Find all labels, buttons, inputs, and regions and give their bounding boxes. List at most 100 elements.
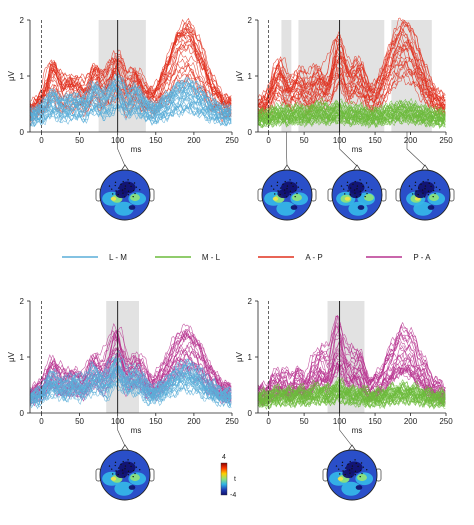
trace-line [257,23,446,105]
trace-line [257,32,446,109]
electrode-dot [353,189,356,191]
trace-line [29,23,232,108]
electrode-dot [412,193,414,195]
x-tick-label: 250 [439,136,453,145]
x-axis-label: ms [352,426,363,435]
electrode-dot [134,472,136,475]
trace-line [29,17,232,109]
electrode-dot [124,465,127,467]
topomap [322,444,382,501]
y-tick-label: 2 [20,16,25,25]
trace-line [257,111,446,127]
nose [352,164,362,172]
topomap-connector [286,132,288,167]
electrode-dot [428,182,430,185]
topomap-blob [114,201,134,216]
x-tick-label: 0 [266,136,271,145]
x-tick-label: 50 [300,136,309,145]
electrode-dot [294,189,297,192]
electrode-dot [128,462,130,465]
electrode-dot [117,193,119,196]
nose [282,164,292,172]
trace-line [257,60,446,119]
electrode-dot [139,189,141,191]
electrode-dot [284,192,286,194]
topomap [95,444,155,501]
trace-line [29,103,232,127]
highlight-window [281,20,292,132]
electrode-dot [341,461,344,464]
trace-line [29,100,232,127]
electrode-dot [408,185,411,187]
trace-line [257,17,446,102]
topomap-blob [429,193,439,202]
electrode-dot [292,185,294,188]
trace-line [29,323,232,391]
electrode-dot [286,188,288,190]
electrode-dot [432,189,435,192]
electrode-dot [290,182,292,185]
electrode-dot [347,190,349,192]
topomap-blob [290,205,298,210]
trace-line [257,381,446,401]
electrode-dot [115,190,117,192]
electrode-dot [423,196,426,198]
y-tick-label: 1 [248,353,253,362]
trace-line [29,365,232,403]
electrode-dot [366,469,368,471]
electrode-dot [272,188,275,190]
electrode-dot [121,189,124,191]
x-axis-label: ms [131,426,142,435]
x-tick-label: 250 [439,417,453,426]
topomap-blob [110,476,117,481]
y-axis-label: μV [235,351,244,362]
electrode-dot [115,470,117,472]
electrode-dot [439,189,441,191]
trace-line [257,384,446,403]
electrode-dot [114,464,116,467]
electrode-dot [435,186,438,188]
topomap-outline [99,449,151,501]
traces [29,323,232,410]
electrode-dot [362,466,365,468]
traces [257,314,446,411]
trace-line [257,352,446,401]
electrode-dot [301,189,303,191]
topomap-connector [339,413,353,447]
topomap-field [400,170,450,220]
trace-line [257,314,446,389]
electrode-dot [366,192,368,195]
electrode-dot [279,187,282,189]
electrode-dot [415,190,417,192]
electrode-dot [274,193,276,195]
trace-line [257,388,446,405]
electrode-dot [362,185,364,188]
topomap-connector [117,132,126,167]
electrode-dot [339,473,341,475]
electrode-dot [422,180,424,183]
electrode-dot [340,185,343,187]
topomap-blob [277,189,290,199]
y-tick-label: 2 [248,16,253,25]
electrode-dot [341,464,343,467]
topomap-blob [292,193,302,202]
nose [120,444,130,452]
x-tick-label: 50 [75,417,84,426]
topomap-blob [130,473,140,482]
electrode-dot [283,189,286,191]
x-tick-label: 0 [266,417,271,426]
electrode-dot [354,474,357,476]
electrode-dot [350,476,353,478]
topomap-blob [276,201,296,216]
electrode-dot [344,467,347,469]
y-tick-label: 2 [248,297,253,306]
electrode-dot [427,190,430,193]
y-tick-label: 0 [248,128,253,137]
topomap-blob [342,469,355,479]
electrode-dot [124,188,126,190]
electrode-dot [114,181,117,184]
trace-line [257,333,446,397]
trace-line [257,106,446,124]
